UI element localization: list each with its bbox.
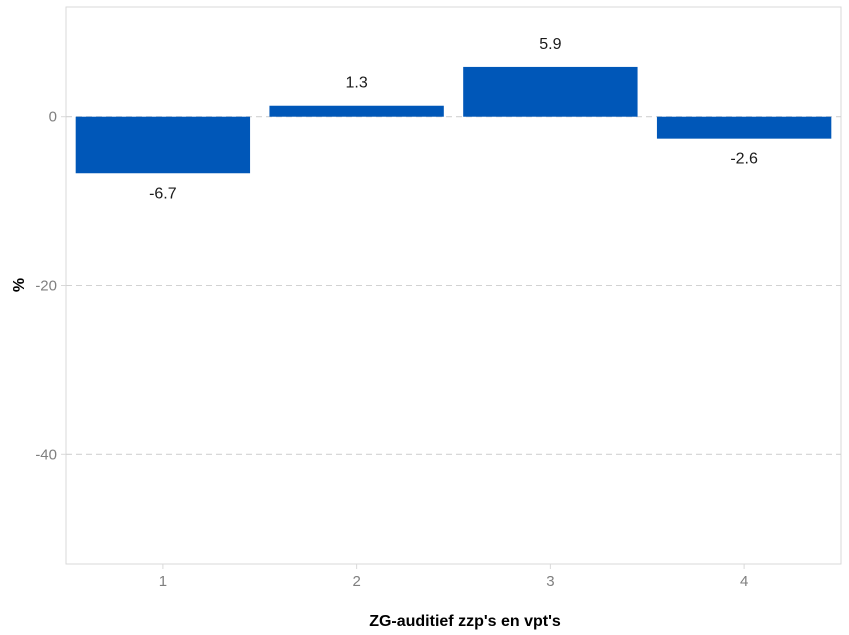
- y-tick-label: -20: [35, 278, 57, 295]
- y-axis-ticks: 0 -20 -40: [35, 109, 66, 463]
- plot-panel: [65, 6, 842, 565]
- x-axis-ticks: 1 2 3 4: [159, 564, 748, 590]
- bar-value-label: 1.3: [346, 75, 368, 92]
- bar: [269, 105, 444, 117]
- y-tick-label: 0: [49, 109, 57, 126]
- bar: [656, 116, 832, 139]
- x-tick-label: 3: [546, 573, 554, 590]
- y-axis-title: %: [11, 278, 28, 292]
- bar-value-label: -6.7: [149, 185, 177, 202]
- x-tick-label: 1: [159, 573, 167, 590]
- x-axis-title: ZG-auditief zzp's en vpt's: [369, 613, 561, 630]
- bar: [75, 116, 251, 174]
- bar-value-label: 5.9: [539, 36, 561, 53]
- bar-value-label: -2.6: [730, 151, 758, 168]
- bar: [463, 66, 638, 117]
- data-labels: -6.7 1.3 5.9 -2.6: [149, 36, 758, 202]
- bars: [75, 66, 832, 174]
- x-tick-label: 4: [740, 573, 748, 590]
- y-tick-label: -40: [35, 446, 57, 463]
- x-tick-label: 2: [352, 573, 360, 590]
